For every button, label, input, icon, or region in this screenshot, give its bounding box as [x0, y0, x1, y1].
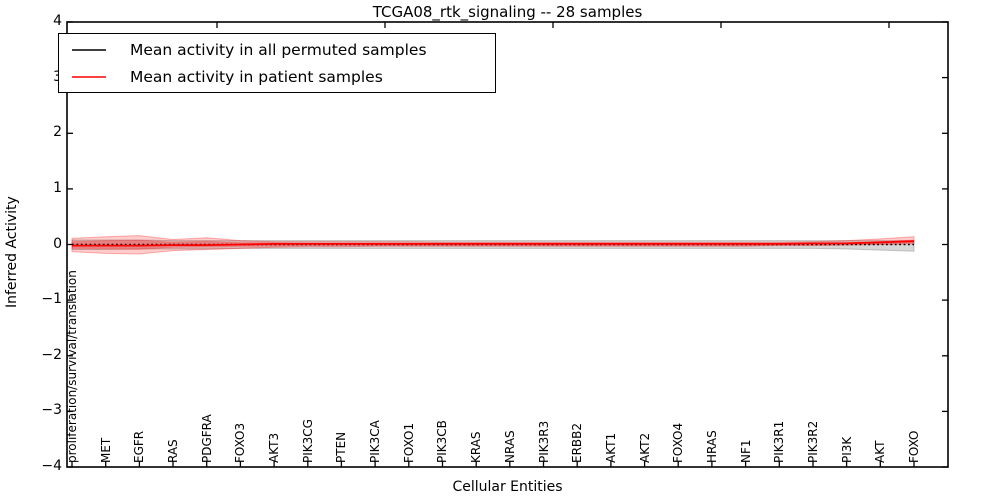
legend-label: Mean activity in all permuted samples	[130, 40, 427, 59]
x-tick-label: FOXO3	[233, 422, 248, 463]
chart-title: TCGA08_rtk_signaling -- 28 samples	[372, 3, 643, 21]
x-tick-label: NF1	[738, 439, 753, 463]
y-tick-label: −3	[41, 402, 62, 419]
x-tick-label: HRAS	[704, 430, 719, 463]
x-tick-label: AKT2	[637, 432, 652, 463]
x-tick-label: RAS	[166, 439, 181, 463]
y-tick-label: 1	[53, 179, 62, 196]
y-tick-label: 4	[53, 13, 62, 29]
y-tick-label: −1	[41, 291, 62, 308]
x-tick-label: AKT1	[603, 432, 618, 463]
y-tick-label: 2	[53, 124, 62, 141]
x-tick-label: FOXO	[907, 430, 921, 463]
y-tick-label: −2	[41, 346, 62, 363]
legend-item-patient: Mean activity in patient samples	[59, 64, 495, 90]
x-tick-label: AKT3	[267, 432, 282, 463]
legend: Mean activity in all permuted samples Me…	[58, 33, 496, 93]
x-tick-label: PIK3R3	[536, 420, 551, 463]
x-tick-label: PTEN	[334, 431, 349, 463]
y-axis-label: Inferred Activity	[4, 196, 20, 308]
legend-item-permuted: Mean activity in all permuted samples	[59, 37, 495, 63]
x-tick-label: PIK3CA	[368, 420, 383, 463]
x-tick-label: NRAS	[502, 430, 517, 463]
y-tick-label: 0	[53, 235, 62, 252]
x-tick-label: PIK3R2	[805, 420, 820, 463]
legend-line-icon	[72, 75, 106, 78]
x-tick-label: FOXO4	[671, 422, 686, 463]
legend-line-icon	[72, 48, 106, 51]
y-tick-label: −4	[41, 458, 62, 474]
x-tick-label: MET	[98, 437, 113, 463]
x-tick-label: PI3K	[839, 436, 854, 463]
y-tick-label: 3	[53, 69, 62, 85]
x-tick-label: AKT	[873, 440, 888, 463]
x-tick-label: PDGFRA	[199, 414, 214, 463]
x-tick-label: KRAS	[469, 431, 484, 463]
x-tick-label: PIK3R1	[772, 420, 787, 463]
permuted-samples-spread-band	[71, 239, 915, 252]
x-tick-label: EGFR	[132, 430, 147, 463]
patient-mean-line	[72, 240, 915, 247]
x-axis-label: Cellular Entities	[452, 479, 563, 495]
x-tick-label: PIK3CG	[300, 419, 315, 463]
x-tick-label: PIK3CB	[435, 420, 450, 463]
x-tick-label: ERBB2	[570, 422, 585, 463]
legend-label: Mean activity in patient samples	[130, 67, 383, 86]
x-tick-label: proliferation/survival/translation	[65, 270, 79, 463]
x-tick-label: FOXO1	[401, 422, 416, 463]
